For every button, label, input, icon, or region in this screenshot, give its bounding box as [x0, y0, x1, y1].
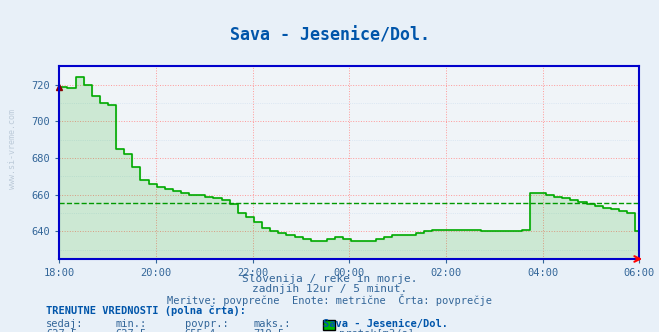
- Text: sedaj:: sedaj:: [46, 319, 84, 329]
- Text: zadnjih 12ur / 5 minut.: zadnjih 12ur / 5 minut.: [252, 284, 407, 294]
- Text: 655,4: 655,4: [185, 329, 215, 332]
- Text: TRENUTNE VREDNOSTI (polna črta):: TRENUTNE VREDNOSTI (polna črta):: [46, 305, 246, 316]
- Text: Meritve: povprečne  Enote: metrične  Črta: povprečje: Meritve: povprečne Enote: metrične Črta:…: [167, 294, 492, 306]
- Text: Slovenija / reke in morje.: Slovenija / reke in morje.: [242, 274, 417, 284]
- Text: www.si-vreme.com: www.si-vreme.com: [8, 110, 17, 189]
- Text: pretok[m3/s]: pretok[m3/s]: [339, 329, 415, 332]
- Text: Sava - Jesenice/Dol.: Sava - Jesenice/Dol.: [229, 27, 430, 44]
- Text: povpr.:: povpr.:: [185, 319, 228, 329]
- Text: 627,5: 627,5: [115, 329, 146, 332]
- Text: 719,5: 719,5: [254, 329, 285, 332]
- Text: min.:: min.:: [115, 319, 146, 329]
- Text: 627,5: 627,5: [46, 329, 77, 332]
- Text: maks.:: maks.:: [254, 319, 291, 329]
- Text: Sava - Jesenice/Dol.: Sava - Jesenice/Dol.: [323, 319, 448, 329]
